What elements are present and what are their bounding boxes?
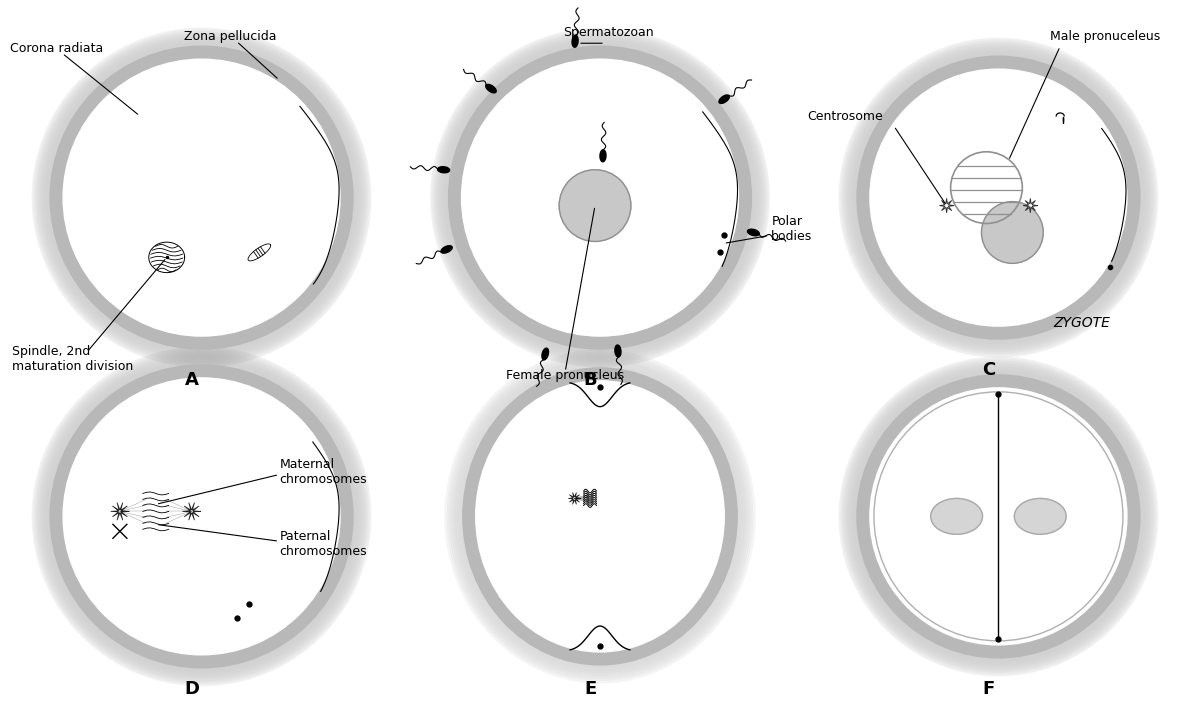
Circle shape [449, 46, 751, 349]
Text: C: C [982, 361, 995, 379]
Text: Paternal
chromosomes: Paternal chromosomes [280, 530, 367, 559]
Text: E: E [584, 679, 596, 698]
Polygon shape [614, 345, 620, 357]
Text: ZYGOTE: ZYGOTE [1054, 316, 1110, 330]
Polygon shape [748, 229, 760, 235]
Text: Female pronucleus: Female pronucleus [506, 369, 624, 382]
Circle shape [36, 32, 367, 363]
Circle shape [36, 350, 367, 682]
Circle shape [841, 40, 1156, 356]
Circle shape [32, 28, 371, 367]
Circle shape [50, 46, 353, 349]
Circle shape [34, 30, 370, 366]
Ellipse shape [445, 350, 755, 683]
Circle shape [857, 375, 1140, 658]
Text: Corona radiata: Corona radiata [11, 42, 103, 54]
Ellipse shape [446, 352, 754, 681]
Text: B: B [583, 371, 596, 389]
Circle shape [844, 362, 1153, 671]
Polygon shape [486, 84, 496, 93]
Polygon shape [438, 167, 450, 173]
Circle shape [64, 378, 340, 655]
Circle shape [982, 201, 1043, 263]
Ellipse shape [1014, 498, 1066, 534]
Circle shape [462, 59, 738, 336]
Circle shape [37, 33, 366, 362]
Circle shape [34, 349, 370, 684]
Circle shape [870, 388, 1127, 645]
Polygon shape [719, 95, 730, 103]
Circle shape [431, 28, 769, 367]
Text: D: D [184, 679, 199, 698]
Circle shape [432, 30, 768, 366]
Text: Spermatozoan: Spermatozoan [563, 26, 653, 40]
Circle shape [32, 347, 371, 686]
Ellipse shape [463, 368, 737, 665]
Circle shape [857, 56, 1140, 339]
Circle shape [844, 43, 1153, 352]
Text: F: F [983, 679, 995, 698]
Circle shape [842, 361, 1154, 672]
Polygon shape [542, 348, 548, 360]
Text: Male pronuceleus: Male pronuceleus [1050, 30, 1160, 43]
Circle shape [839, 38, 1158, 357]
Text: Centrosome: Centrosome [808, 110, 883, 123]
Polygon shape [600, 150, 606, 162]
Circle shape [950, 152, 1022, 223]
Polygon shape [442, 245, 452, 253]
Circle shape [434, 32, 766, 363]
Circle shape [50, 365, 353, 667]
Text: Maternal
chromosomes: Maternal chromosomes [280, 457, 367, 486]
Text: A: A [185, 371, 198, 389]
Text: Polar
bodies: Polar bodies [772, 216, 812, 243]
Text: Zona pellucida: Zona pellucida [184, 30, 276, 42]
Circle shape [436, 33, 764, 362]
Circle shape [870, 69, 1127, 326]
Circle shape [839, 357, 1158, 676]
Circle shape [37, 352, 366, 681]
Polygon shape [572, 35, 578, 47]
Circle shape [841, 358, 1156, 674]
Text: Spindle, 2nd
maturation division: Spindle, 2nd maturation division [12, 345, 133, 373]
Ellipse shape [475, 381, 725, 652]
Circle shape [842, 42, 1154, 354]
Circle shape [64, 59, 340, 336]
Ellipse shape [931, 498, 983, 534]
Circle shape [559, 170, 631, 242]
